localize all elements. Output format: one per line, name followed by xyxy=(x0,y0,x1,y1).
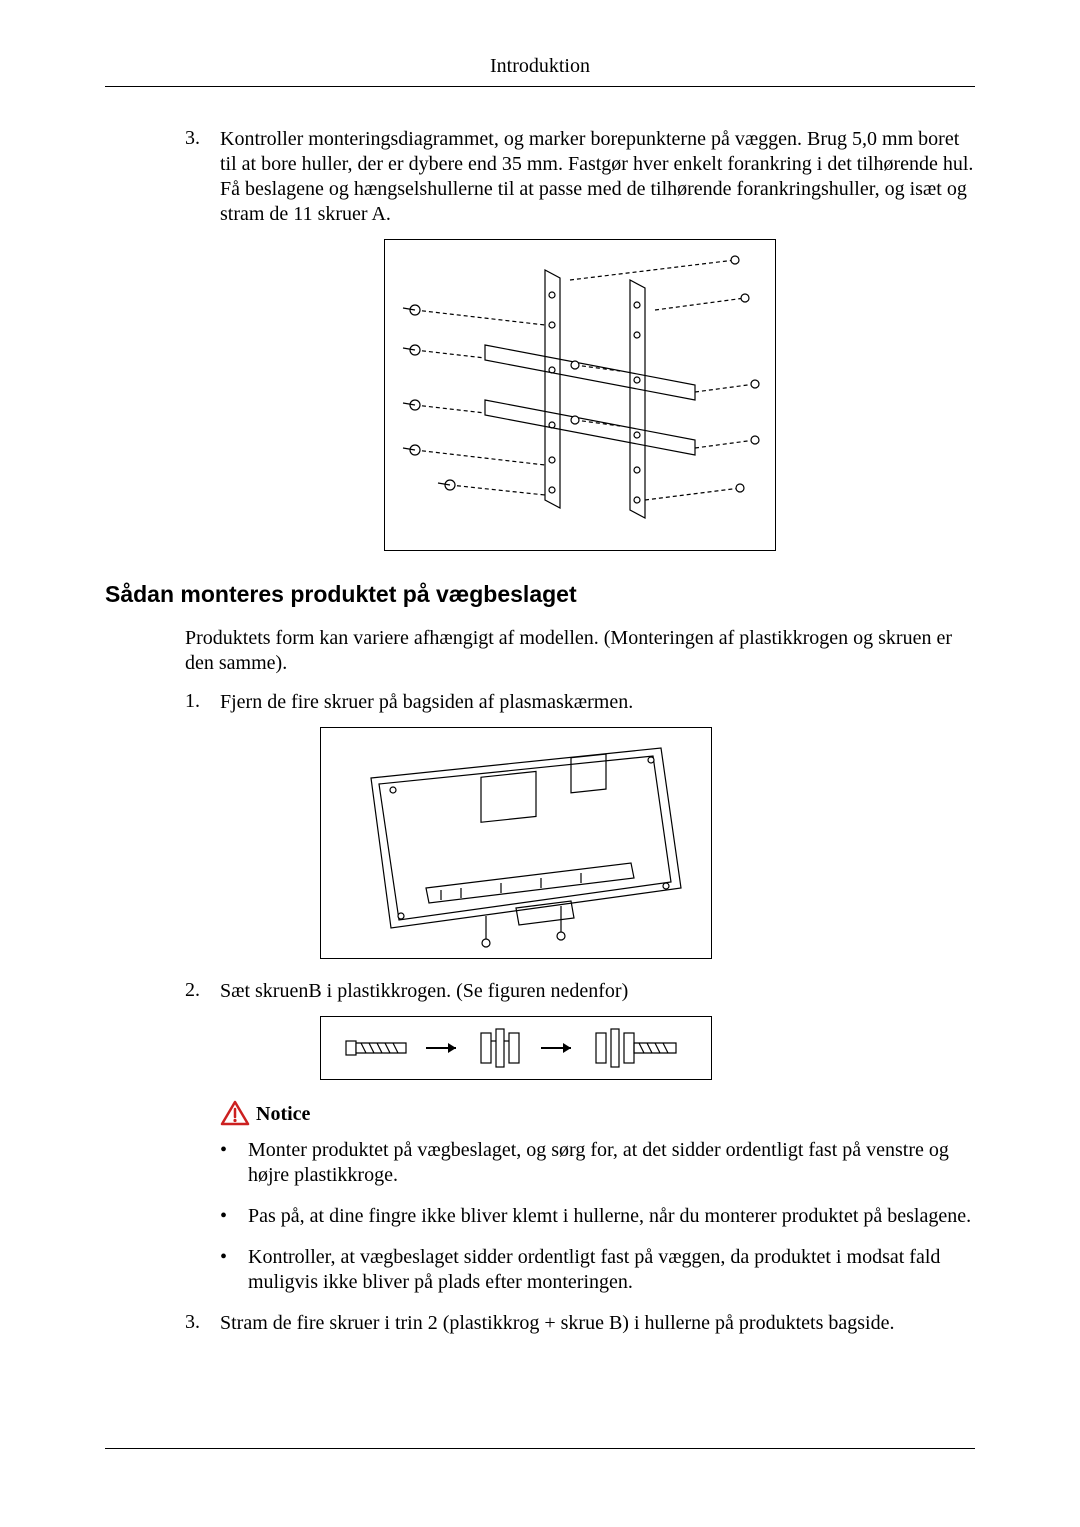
bullet-marker: • xyxy=(220,1204,248,1229)
list-text: Kontroller monteringsdiagrammet, og mark… xyxy=(220,127,975,227)
bullet-item: • Monter produktet på vægbeslaget, og sø… xyxy=(220,1138,975,1188)
list-item-b2: 2. Sæt skruenB i plastikkrogen. (Se figu… xyxy=(185,979,975,1004)
bullet-marker: • xyxy=(220,1138,248,1188)
section-body: Produktets form kan variere afhængigt af… xyxy=(185,626,975,1336)
bracket-diagram-icon xyxy=(395,250,765,540)
bullet-text: Monter produktet på vægbeslaget, og sørg… xyxy=(248,1138,975,1188)
figure-plasma-back xyxy=(320,727,712,959)
footer-rule xyxy=(105,1448,975,1449)
intro-paragraph: Produktets form kan variere afhængigt af… xyxy=(185,626,975,676)
page-header-title: Introduktion xyxy=(105,55,975,78)
list-item-3: 3. Kontroller monteringsdiagrammet, og m… xyxy=(185,127,975,227)
list-text: Fjern de fire skruer på bagsiden af plas… xyxy=(220,690,975,715)
list-text: Stram de fire skruer i trin 2 (plastikkr… xyxy=(220,1311,975,1336)
list-number: 1. xyxy=(185,690,220,715)
bullet-marker: • xyxy=(220,1245,248,1295)
screw-hook-icon xyxy=(331,1023,701,1073)
list-number: 2. xyxy=(185,979,220,1004)
bullet-text: Pas på, at dine fingre ikke bliver klemt… xyxy=(248,1204,975,1229)
notice-label: Notice xyxy=(256,1103,310,1126)
plasma-back-icon xyxy=(331,738,701,948)
warning-icon xyxy=(220,1100,250,1126)
header-rule xyxy=(105,86,975,87)
list-number: 3. xyxy=(185,1311,220,1336)
bullet-item: • Kontroller, at vægbeslaget sidder orde… xyxy=(220,1245,975,1295)
bullet-text: Kontroller, at vægbeslaget sidder ordent… xyxy=(248,1245,975,1295)
notice-block: Notice • Monter produktet på vægbeslaget… xyxy=(220,1100,975,1295)
notice-bullets: • Monter produktet på vægbeslaget, og sø… xyxy=(220,1138,975,1295)
figure-bracket-assembly xyxy=(384,239,776,551)
notice-header: Notice xyxy=(220,1100,975,1126)
figure-screw-hook xyxy=(320,1016,712,1080)
list-item-b1: 1. Fjern de fire skruer på bagsiden af p… xyxy=(185,690,975,715)
step-3-block: 3. Kontroller monteringsdiagrammet, og m… xyxy=(185,127,975,551)
document-page: Introduktion 3. Kontroller monteringsdia… xyxy=(0,0,1080,1527)
bullet-item: • Pas på, at dine fingre ikke bliver kle… xyxy=(220,1204,975,1229)
list-item-b3: 3. Stram de fire skruer i trin 2 (plasti… xyxy=(185,1311,975,1336)
section-heading: Sådan monteres produktet på vægbeslaget xyxy=(105,581,975,608)
list-number: 3. xyxy=(185,127,220,227)
list-text: Sæt skruenB i plastikkrogen. (Se figuren… xyxy=(220,979,975,1004)
